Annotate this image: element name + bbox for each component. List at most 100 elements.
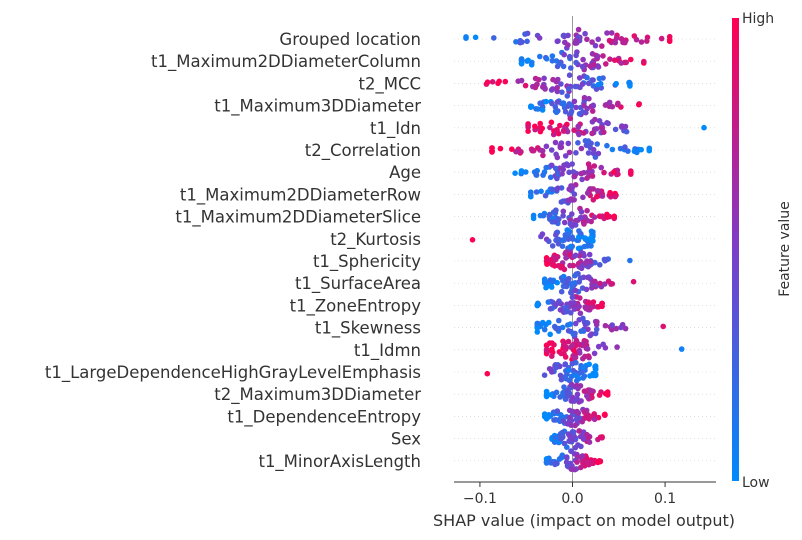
shap-point xyxy=(573,150,579,156)
shap-point xyxy=(602,322,609,329)
shap-point xyxy=(589,108,596,114)
shap-point xyxy=(528,104,534,110)
shap-point xyxy=(580,364,587,371)
shap-point xyxy=(560,278,566,284)
shap-point xyxy=(597,434,604,441)
shap-point xyxy=(540,172,546,178)
shap-point xyxy=(549,340,555,346)
shap-point xyxy=(562,108,569,115)
shap-point xyxy=(563,346,569,353)
shap-point xyxy=(701,124,707,131)
feature-label: t1_MinorAxisLength xyxy=(258,452,421,472)
shap-point xyxy=(554,126,560,133)
shap-point xyxy=(572,444,579,451)
colorbar-low-label: Low xyxy=(742,475,770,491)
shap-point xyxy=(522,31,528,37)
shap-point xyxy=(553,389,560,396)
shap-point xyxy=(609,103,616,110)
shap-point xyxy=(495,80,501,87)
shap-point xyxy=(573,373,580,379)
shap-point xyxy=(554,408,561,414)
shap-point xyxy=(556,325,562,332)
shap-point xyxy=(573,37,579,44)
shap-point xyxy=(576,130,582,137)
shap-point xyxy=(567,243,574,250)
shap-point xyxy=(572,320,579,327)
shap-point xyxy=(557,122,563,129)
shap-point xyxy=(622,325,629,332)
shap-point xyxy=(463,34,469,40)
shap-point xyxy=(592,366,599,372)
shap-point xyxy=(570,262,577,269)
shap-point xyxy=(518,148,524,155)
shap-point xyxy=(525,124,531,130)
shap-point xyxy=(594,53,601,60)
shap-point xyxy=(594,319,600,325)
shap-point xyxy=(572,272,578,279)
shap-point xyxy=(561,162,567,168)
shap-point xyxy=(584,320,591,326)
shap-point xyxy=(543,388,550,395)
shap-point xyxy=(594,141,600,147)
shap-point xyxy=(560,418,567,425)
shap-point xyxy=(596,392,603,398)
shap-point xyxy=(589,173,596,179)
shap-point xyxy=(518,168,525,174)
shap-point xyxy=(569,161,575,167)
shap-point xyxy=(524,38,530,45)
shap-point xyxy=(622,144,628,150)
shap-point xyxy=(608,191,614,197)
shap-point xyxy=(571,98,578,105)
shap-point xyxy=(564,227,570,233)
shap-point xyxy=(573,104,579,111)
shap-point xyxy=(584,36,590,43)
shap-point xyxy=(575,124,582,130)
shap-point xyxy=(580,355,586,362)
shap-point xyxy=(586,361,592,368)
x-axis-label: SHAP value (impact on model output) xyxy=(433,511,735,530)
shap-point xyxy=(535,145,541,151)
shap-point xyxy=(572,422,578,429)
shap-point xyxy=(546,211,553,218)
shap-point xyxy=(558,412,564,418)
shap-point xyxy=(541,277,548,283)
shap-point xyxy=(631,33,638,39)
colorbar-high-label: High xyxy=(742,11,774,27)
feature-label: t1_Sphericity xyxy=(313,252,421,272)
feature-label: t1_SurfaceArea xyxy=(295,274,421,294)
shap-point xyxy=(554,175,560,182)
shap-point xyxy=(560,208,567,215)
shap-point xyxy=(601,129,607,135)
shap-point xyxy=(576,342,583,348)
shap-point xyxy=(528,189,534,195)
shap-point xyxy=(571,127,577,133)
shap-point xyxy=(552,434,558,441)
feature-label: Sex xyxy=(391,430,421,449)
shap-point xyxy=(627,257,633,264)
shap-point xyxy=(545,299,552,305)
shap-point xyxy=(554,154,561,161)
shap-point xyxy=(569,294,576,301)
shap-point xyxy=(566,367,572,374)
shap-point xyxy=(582,415,589,421)
shap-point xyxy=(568,448,575,455)
shap-point xyxy=(533,189,540,195)
shap-point xyxy=(597,262,603,268)
shap-point xyxy=(606,37,613,44)
shap-point xyxy=(576,234,582,240)
shap-point xyxy=(579,176,585,183)
shap-point xyxy=(568,381,575,388)
shap-point xyxy=(541,75,547,82)
shap-point xyxy=(560,166,566,173)
shap-point xyxy=(548,147,555,153)
shap-point xyxy=(575,140,581,146)
shap-point xyxy=(509,146,515,152)
shap-point xyxy=(602,411,608,418)
shap-point xyxy=(591,214,598,220)
shap-point xyxy=(565,197,571,204)
shap-point xyxy=(566,72,573,78)
shap-point xyxy=(560,213,566,219)
shap-point xyxy=(549,299,556,306)
shap-point xyxy=(591,350,598,357)
shap-point xyxy=(585,242,592,249)
